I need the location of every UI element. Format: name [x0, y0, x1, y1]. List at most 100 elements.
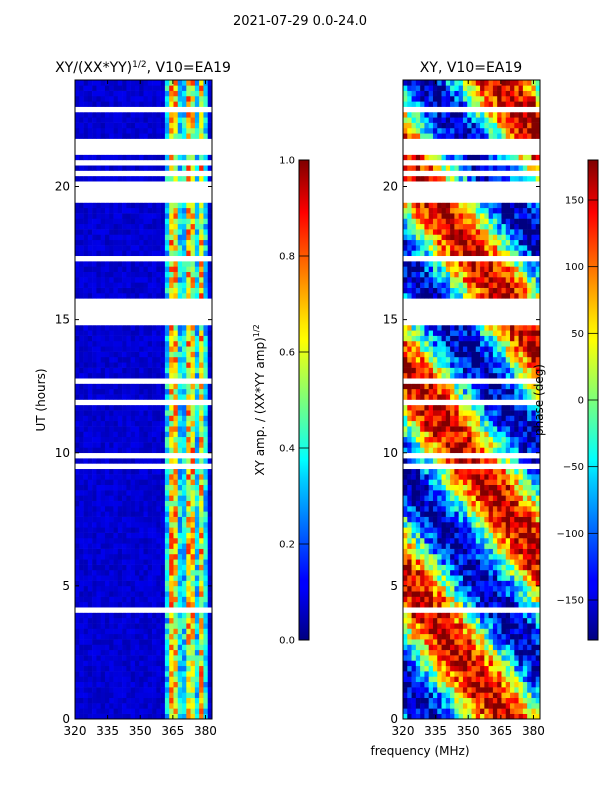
amplitude-cell [156, 224, 161, 230]
amplitude-cell [191, 522, 196, 528]
amplitude-cell [152, 149, 157, 155]
amplitude-cell [199, 304, 204, 310]
amplitude-cell [135, 320, 140, 326]
amplitude-cell [139, 181, 144, 187]
amplitude-cell [156, 703, 161, 709]
amplitude-cell [178, 559, 183, 565]
amplitude-cell [75, 676, 80, 682]
amplitude-cell [84, 389, 89, 395]
amplitude-cell [131, 538, 136, 544]
amplitude-cell [161, 607, 166, 613]
amplitude-cell [195, 261, 200, 267]
amplitude-cell [122, 218, 127, 224]
amplitude-cell [186, 676, 191, 682]
amplitude-cell [178, 149, 183, 155]
amplitude-cell [165, 123, 170, 129]
amplitude-cell [84, 250, 89, 256]
amplitude-cell [144, 234, 149, 240]
amplitude-cell [79, 352, 84, 358]
amplitude-cell [101, 495, 106, 501]
amplitude-cell [173, 527, 178, 533]
amplitude-cell [169, 309, 174, 315]
amplitude-cell [165, 650, 170, 656]
amplitude-cell [144, 272, 149, 278]
amplitude-cell [148, 581, 153, 587]
amplitude-cell [195, 282, 200, 288]
amplitude-cell [88, 708, 93, 714]
amplitude-cell [195, 485, 200, 491]
amplitude-cell [169, 634, 174, 640]
phase-cell [484, 634, 489, 640]
amplitude-cell [84, 703, 89, 709]
amplitude-cell [122, 644, 127, 650]
amplitude-cell [79, 405, 84, 411]
amplitude-cell [199, 581, 204, 587]
phase-cell [407, 687, 412, 693]
amplitude-cell [178, 314, 183, 320]
amplitude-cell [173, 559, 178, 565]
phase-cell [476, 602, 481, 608]
phase-cell [467, 660, 472, 666]
phase-cell [527, 554, 532, 560]
amplitude-cell [126, 660, 131, 666]
amplitude-cell [126, 628, 131, 634]
amplitude-cell [114, 533, 119, 539]
amplitude-cell [118, 565, 123, 571]
amplitude-cell [178, 368, 183, 374]
amplitude-cell [199, 346, 204, 352]
phase-cell [446, 671, 451, 677]
amplitude-cell [152, 511, 157, 517]
phase-cell [527, 591, 532, 597]
phase-cell [454, 666, 459, 672]
phase-cell [412, 591, 417, 597]
amplitude-cell [203, 320, 208, 326]
amplitude-cell [88, 133, 93, 139]
amplitude-cell [178, 400, 183, 406]
amplitude-cell [118, 128, 123, 134]
amplitude-cell [105, 666, 110, 672]
amplitude-cell [195, 240, 200, 246]
amplitude-cell [139, 346, 144, 352]
amplitude-cell [178, 336, 183, 342]
amplitude-cell [144, 400, 149, 406]
amplitude-cell [152, 368, 157, 374]
amplitude-cell [135, 224, 140, 230]
amplitude-cell [199, 586, 204, 592]
amplitude-cell [118, 639, 123, 645]
amplitude-cell [203, 101, 208, 107]
phase-cell [497, 597, 502, 603]
amplitude-cell [152, 522, 157, 528]
amplitude-cell [169, 666, 174, 672]
phase-cell [467, 565, 472, 571]
phase-cell [506, 660, 511, 666]
amplitude-cell [114, 708, 119, 714]
amplitude-cell [118, 282, 123, 288]
amplitude-cell [96, 415, 101, 421]
phase-cell [459, 655, 464, 661]
amplitude-cell [122, 378, 127, 384]
amplitude-cell [84, 304, 89, 310]
amplitude-cell [178, 405, 183, 411]
amplitude-cell [195, 634, 200, 640]
amplitude-cell [199, 213, 204, 219]
phase-cell [442, 655, 447, 661]
amplitude-cell [173, 256, 178, 262]
amplitude-cell [203, 144, 208, 150]
amplitude-cell [131, 309, 136, 315]
amplitude-cell [195, 415, 200, 421]
phase-cell [412, 650, 417, 656]
amplitude-cell [118, 123, 123, 129]
amplitude-cell [191, 282, 196, 288]
amplitude-cell [84, 613, 89, 619]
phase-cell [442, 660, 447, 666]
amplitude-cell [144, 660, 149, 666]
amplitude-cell [96, 91, 101, 97]
amplitude-cell [122, 549, 127, 555]
amplitude-cell [161, 543, 166, 549]
amplitude-cell [92, 320, 97, 326]
amplitude-cell [122, 256, 127, 262]
amplitude-cell [92, 373, 97, 379]
amplitude-cell [105, 671, 110, 677]
amplitude-cell [101, 213, 106, 219]
phase-cell [527, 703, 532, 709]
